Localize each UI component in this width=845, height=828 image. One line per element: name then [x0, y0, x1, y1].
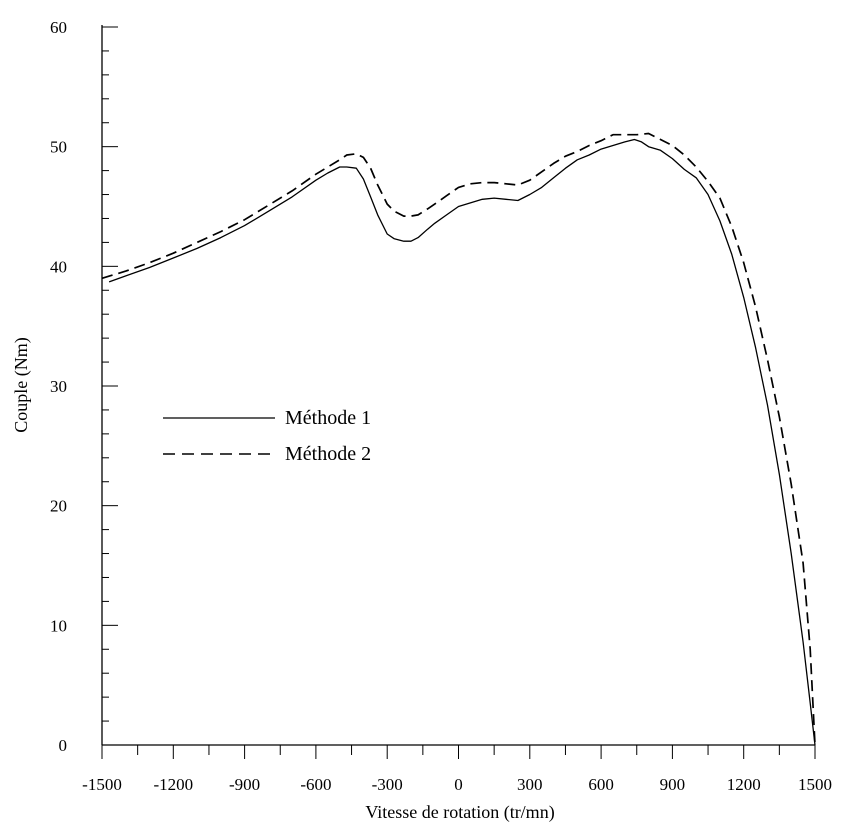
axes — [101, 25, 815, 746]
series-line-methode-1 — [108, 138, 816, 746]
x-tick-label: 1500 — [798, 775, 832, 794]
x-tick-label: -900 — [229, 775, 260, 794]
y-axis-title: Couple (Nm) — [11, 337, 32, 432]
y-tick-label: 50 — [50, 138, 67, 157]
x-tick-label: 300 — [517, 775, 543, 794]
x-tick-label: -1200 — [153, 775, 193, 794]
y-tick-label: 60 — [50, 18, 67, 37]
y-axis-ticks: 0 10 20 30 40 50 60 — [50, 18, 118, 755]
y-tick-label: 30 — [50, 377, 67, 396]
x-axis-ticks: -1500 -1200 -900 -600 -300 0 300 600 900 1200 1500 — [82, 745, 832, 794]
x-tick-label: 1200 — [727, 775, 761, 794]
legend: Méthode 1 Méthode 2 — [163, 407, 371, 465]
y-tick-label: 40 — [50, 257, 67, 276]
x-axis-title: Vitesse de rotation (tr/mn) — [365, 802, 554, 823]
series-line-methode-2 — [101, 132, 816, 746]
y-tick-label: 0 — [59, 736, 68, 755]
x-tick-label: 600 — [588, 775, 614, 794]
series-lines — [101, 132, 816, 746]
y-tick-label: 10 — [50, 616, 67, 635]
y-tick-label: 20 — [50, 497, 67, 516]
x-tick-label: 0 — [454, 775, 463, 794]
legend-label-methode-2: Méthode 2 — [285, 443, 371, 465]
legend-label-methode-1: Méthode 1 — [285, 407, 371, 429]
x-tick-label: -600 — [300, 775, 331, 794]
x-tick-label: 900 — [660, 775, 686, 794]
x-tick-label: -300 — [372, 775, 403, 794]
x-tick-label: -1500 — [82, 775, 122, 794]
